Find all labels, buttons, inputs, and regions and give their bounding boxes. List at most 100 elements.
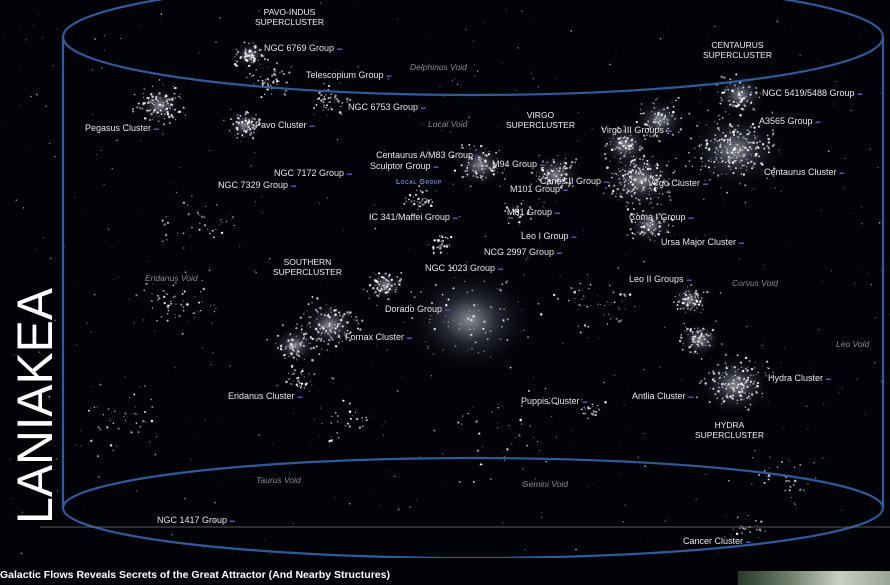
galaxy-dot [387, 294, 389, 296]
galaxy-dot [208, 269, 211, 272]
galaxy-dot [478, 170, 480, 172]
galaxy-dot [156, 111, 159, 114]
galaxy-dot [323, 96, 326, 98]
background-galaxy-dot [456, 83, 459, 86]
background-galaxy-dot [491, 411, 493, 413]
background-galaxy-dot [211, 322, 213, 324]
background-galaxy-dot [856, 378, 858, 380]
galaxy-dot [320, 308, 322, 310]
galaxy-dot [341, 317, 344, 319]
galaxy-dot [729, 143, 732, 146]
galaxy-dot [693, 303, 695, 306]
galaxy-dot [654, 189, 657, 193]
galaxy-dot [750, 91, 753, 93]
galaxy-dot [137, 102, 140, 105]
galaxy-dot [608, 184, 611, 187]
galaxy-dot [288, 71, 291, 74]
galaxy-dot [300, 331, 303, 334]
galaxy-dot [202, 287, 206, 291]
galaxy-dot [624, 295, 626, 297]
galaxy-dot [700, 342, 703, 345]
galaxy-dot [642, 187, 644, 189]
galaxy-dot [746, 100, 748, 102]
galaxy-dot [799, 488, 802, 492]
galaxy-dot [245, 110, 248, 114]
galaxy-dot [152, 99, 154, 101]
galaxy-dot [708, 372, 710, 374]
galaxy-dot [586, 305, 589, 308]
galaxy-dot [618, 148, 621, 150]
galaxy-dot [646, 159, 649, 162]
galaxy-dot [295, 335, 298, 338]
galaxy-dot [142, 92, 144, 94]
background-galaxy-dot [38, 13, 40, 15]
background-galaxy-dot [261, 212, 264, 214]
galaxy-dot [541, 160, 545, 163]
galaxy-dot [385, 285, 389, 288]
galaxy-dot [323, 82, 325, 85]
galaxy-dot [348, 103, 350, 105]
galaxy-dot [308, 391, 310, 393]
galaxy-dot [477, 176, 479, 179]
galaxy-dot [281, 324, 284, 326]
galaxy-dot [695, 347, 697, 349]
galaxy-dot [323, 340, 325, 343]
velocity-tag: ▬ [739, 239, 745, 246]
galaxy-dot [719, 144, 722, 146]
background-galaxy-dot [728, 165, 729, 166]
background-galaxy-dot [174, 274, 175, 275]
background-galaxy-dot [30, 147, 32, 149]
galaxy-dot [646, 162, 649, 166]
background-galaxy-dot [231, 551, 233, 554]
galaxy-dot [637, 171, 640, 174]
background-galaxy-dot [705, 81, 707, 83]
background-galaxy-dot [645, 166, 647, 168]
galaxy-dot [235, 64, 238, 68]
galaxy-dot [657, 232, 661, 236]
galaxy-dot [153, 110, 155, 112]
galaxy-dot [335, 97, 339, 101]
galaxy-dot [164, 109, 166, 111]
galaxy-dot [711, 328, 715, 332]
galaxy-dot [666, 229, 668, 232]
galaxy-dot [705, 124, 708, 126]
galaxy-dot [625, 187, 629, 190]
galaxy-dot [346, 321, 349, 324]
video-caption[interactable]: Galactic Flows Reveals Secrets of the Gr… [0, 569, 390, 581]
galaxy-dot [722, 131, 725, 134]
galaxy-dot [750, 101, 753, 104]
galaxy-dot [329, 96, 332, 99]
galaxy-dot [516, 210, 520, 214]
galaxy-dot [668, 191, 670, 194]
galaxy-dot [746, 159, 748, 161]
galaxy-dot [182, 232, 185, 235]
galaxy-dot [497, 403, 499, 405]
galaxy-dot [137, 431, 140, 433]
galaxy-dot [703, 343, 705, 345]
background-galaxy-dot [374, 227, 377, 230]
galaxy-dot [361, 425, 364, 427]
velocity-tag: ▬ [386, 72, 392, 79]
galaxy-dot [618, 307, 620, 309]
galaxy-dot [163, 295, 166, 298]
galaxy-dot [630, 139, 634, 142]
galaxy-dot [471, 289, 473, 292]
galaxy-dot [725, 365, 727, 367]
velocity-tag: ▬ [555, 209, 561, 216]
galaxy-dot [263, 81, 266, 85]
background-galaxy-dot [422, 122, 424, 124]
galaxy-dot [642, 168, 644, 171]
label-puppis-cluster: Puppis Cluster ▬ [521, 396, 588, 407]
galaxy-dot [290, 352, 293, 355]
galaxy-dot [660, 203, 663, 206]
galaxy-dot [574, 298, 576, 299]
background-galaxy-dot [527, 257, 529, 259]
galaxy-dot [697, 345, 700, 348]
thumbnail-preview[interactable] [738, 571, 890, 585]
galaxy-dot [695, 300, 699, 303]
galaxy-dot [756, 381, 760, 385]
galaxy-dot [438, 235, 441, 237]
galaxy-dot [522, 199, 524, 202]
galaxy-dot [697, 340, 700, 343]
background-galaxy-dot [870, 283, 873, 286]
